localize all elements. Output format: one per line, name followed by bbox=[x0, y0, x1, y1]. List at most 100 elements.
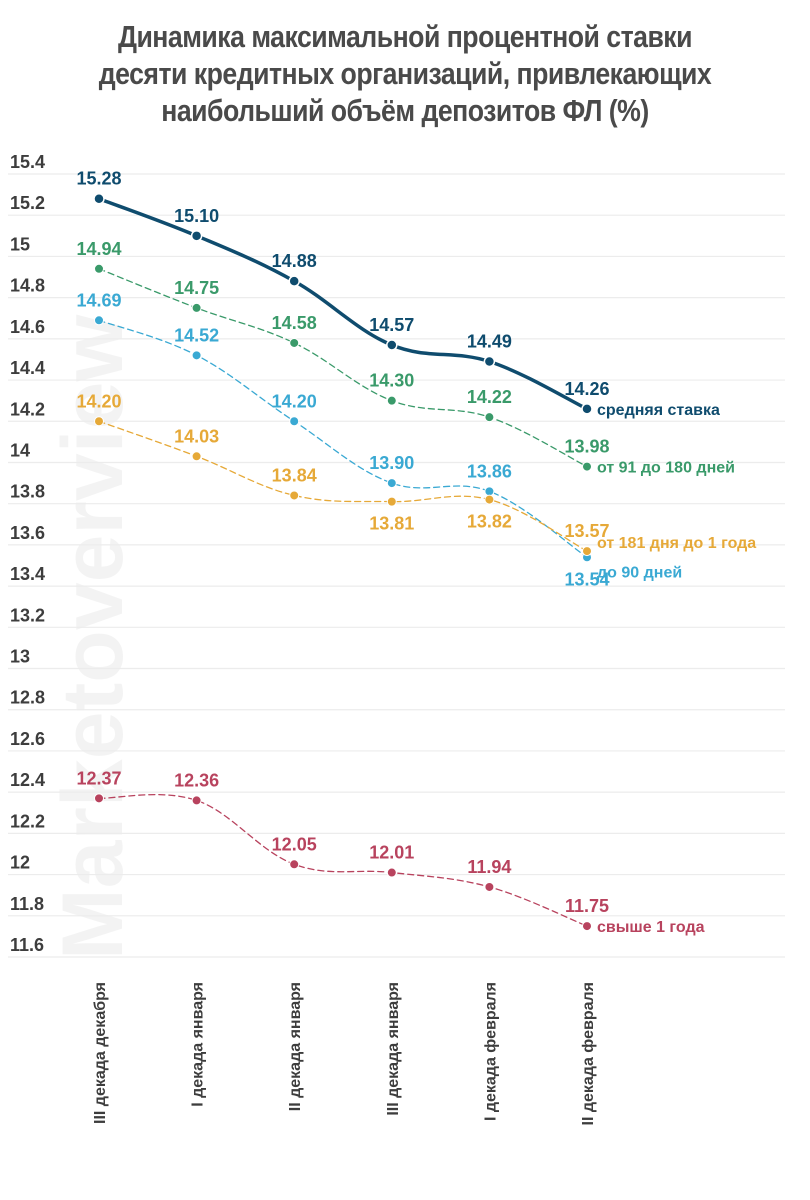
data-point bbox=[484, 412, 495, 423]
data-label: 11.75 bbox=[565, 896, 609, 916]
data-point bbox=[289, 859, 300, 870]
data-point bbox=[94, 416, 104, 427]
series-lines: 15.28 15.10 14.88 14.57 14.49 14.26 средняя ст… bbox=[76, 169, 756, 936]
series-line bbox=[97, 196, 589, 411]
data-label: 14.75 bbox=[174, 278, 219, 298]
data-point bbox=[483, 355, 496, 368]
series-line bbox=[98, 793, 588, 927]
y-tick-label: 15.2 bbox=[10, 193, 45, 213]
data-point bbox=[289, 416, 300, 427]
y-tick-label: 11.6 bbox=[10, 935, 44, 955]
data-label: 13.90 bbox=[369, 453, 414, 473]
data-label: 12.05 bbox=[272, 834, 317, 854]
data-label: 14.22 bbox=[467, 387, 512, 407]
data-point bbox=[94, 263, 104, 274]
data-point bbox=[386, 395, 397, 406]
data-point bbox=[191, 350, 202, 361]
series-name-label: свыше 1 года bbox=[597, 919, 705, 936]
data-point bbox=[386, 339, 398, 351]
chart-title-line-2: десяти кредитных организаций, привлекающ… bbox=[98, 56, 712, 91]
y-tick-label: 14 bbox=[10, 440, 30, 460]
data-point bbox=[386, 867, 397, 878]
data-point bbox=[386, 496, 397, 507]
data-label: 11.94 bbox=[467, 857, 511, 877]
series-line bbox=[98, 319, 588, 558]
series-1: 15.28 15.10 14.88 14.57 14.49 14.26 средняя ст… bbox=[76, 169, 720, 419]
data-label: 13.54 bbox=[564, 569, 609, 589]
data-label: 13.81 bbox=[369, 514, 414, 534]
data-label: 14.49 bbox=[467, 332, 512, 352]
data-point bbox=[484, 486, 495, 497]
chart-title-line-1: Динамика максимальной процентной ставки bbox=[117, 19, 693, 54]
y-tick-label: 14.6 bbox=[10, 317, 45, 337]
data-point bbox=[581, 403, 593, 415]
data-point bbox=[191, 302, 202, 313]
data-label: 14.69 bbox=[76, 290, 121, 310]
data-label: 13.57 bbox=[564, 521, 609, 541]
data-label: 15.28 bbox=[76, 169, 121, 189]
data-label: 14.30 bbox=[369, 371, 414, 391]
y-tick-label: 14.8 bbox=[10, 276, 45, 296]
series-name-label: средняя ставка bbox=[597, 402, 720, 419]
data-label: 14.03 bbox=[174, 426, 219, 446]
y-tick-label: 12.8 bbox=[10, 688, 45, 708]
series-line bbox=[98, 420, 588, 552]
data-label: 14.58 bbox=[272, 313, 317, 333]
series-name-label: до 90 дней bbox=[597, 564, 682, 581]
data-label: 12.37 bbox=[76, 768, 121, 788]
y-tick-label: 13.2 bbox=[10, 605, 45, 625]
y-axis-ticks: 15.4 15.2 15 14.8 14.6 14.4 14.2 14 13.8 13.6 13.4… bbox=[10, 152, 45, 955]
data-point bbox=[190, 230, 203, 242]
data-point bbox=[582, 921, 592, 932]
y-tick-label: 13.8 bbox=[10, 482, 45, 502]
y-tick-label: 14.2 bbox=[10, 399, 45, 419]
x-tick-label: I декада января bbox=[190, 982, 207, 1107]
data-point bbox=[289, 490, 300, 501]
y-tick-label: 11.8 bbox=[10, 894, 44, 914]
data-point bbox=[191, 795, 202, 806]
data-label: 14.52 bbox=[174, 325, 219, 345]
data-label: 14.88 bbox=[272, 251, 317, 271]
data-point bbox=[94, 793, 104, 804]
x-tick-label: II декада февраля bbox=[580, 982, 597, 1126]
y-tick-label: 13.6 bbox=[10, 523, 45, 543]
data-point bbox=[582, 461, 592, 472]
y-tick-label: 12 bbox=[10, 853, 30, 873]
data-label: 12.36 bbox=[174, 770, 219, 790]
data-label: 15.10 bbox=[174, 206, 219, 226]
data-point bbox=[94, 315, 104, 326]
y-tick-label: 13 bbox=[10, 647, 30, 667]
data-point bbox=[484, 881, 495, 892]
data-label: 12.01 bbox=[369, 843, 414, 863]
data-point bbox=[582, 546, 592, 557]
data-point bbox=[484, 494, 495, 505]
x-tick-label: II декада января bbox=[287, 982, 304, 1111]
data-label: 13.98 bbox=[564, 437, 609, 457]
data-point bbox=[191, 451, 202, 462]
gridlines bbox=[8, 173, 785, 958]
series-2: 14.94 14.75 14.58 14.30 14.22 13.98 от 91 до 1… bbox=[76, 239, 734, 477]
y-tick-label: 13.4 bbox=[10, 564, 45, 584]
y-tick-label: 15 bbox=[10, 234, 30, 254]
y-tick-label: 12.6 bbox=[10, 729, 45, 749]
x-tick-label: I декада февраля bbox=[482, 982, 499, 1121]
data-label: 14.20 bbox=[76, 391, 121, 411]
data-point bbox=[288, 275, 300, 287]
series-5: 12.37 12.36 12.05 12.01 11.94 11.75 свыше 1 го… bbox=[76, 768, 704, 936]
data-label: 13.86 bbox=[467, 461, 512, 481]
data-label: 14.94 bbox=[76, 239, 121, 259]
data-label: 14.26 bbox=[564, 379, 609, 399]
series-name-label: от 91 до 180 дней bbox=[597, 460, 735, 477]
chart-title: Динамика максимальной процентной ставки … bbox=[57, 18, 754, 129]
data-point bbox=[386, 478, 397, 489]
y-tick-label: 12.4 bbox=[10, 770, 45, 790]
chart-title-line-3: наибольший объём депозитов ФЛ (%) bbox=[161, 93, 649, 128]
y-tick-label: 12.2 bbox=[10, 811, 45, 831]
x-axis-ticks: III декада декабря I декада января II дека… bbox=[92, 982, 597, 1126]
x-tick-label: III декада декабря bbox=[92, 982, 109, 1124]
data-label: 14.57 bbox=[369, 315, 414, 335]
series-line bbox=[98, 268, 588, 468]
data-label: 13.82 bbox=[467, 512, 512, 532]
data-label: 13.84 bbox=[272, 465, 317, 485]
